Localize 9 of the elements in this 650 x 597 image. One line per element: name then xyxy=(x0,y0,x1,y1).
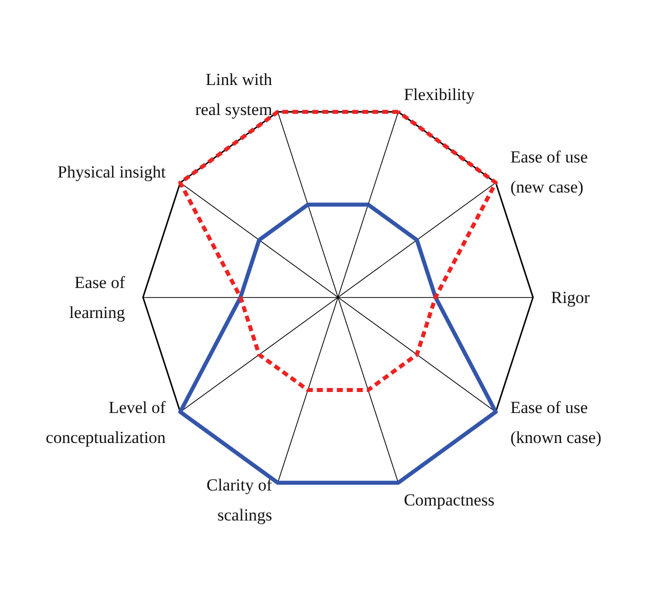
spoke-label: Link with real system xyxy=(195,70,273,120)
spoke-label: Physical insight xyxy=(58,162,166,182)
spoke-label: Level of conceptualization xyxy=(46,398,166,448)
spoke-label: Ease of use (known case) xyxy=(510,398,602,448)
spoke-label: Compactness xyxy=(404,490,494,510)
spoke-label: Ease of learning xyxy=(69,272,126,322)
spoke-label: Ease of use (new case) xyxy=(510,148,588,197)
spoke-label: Flexibility xyxy=(404,85,476,104)
spoke-label: Rigor xyxy=(551,288,590,307)
